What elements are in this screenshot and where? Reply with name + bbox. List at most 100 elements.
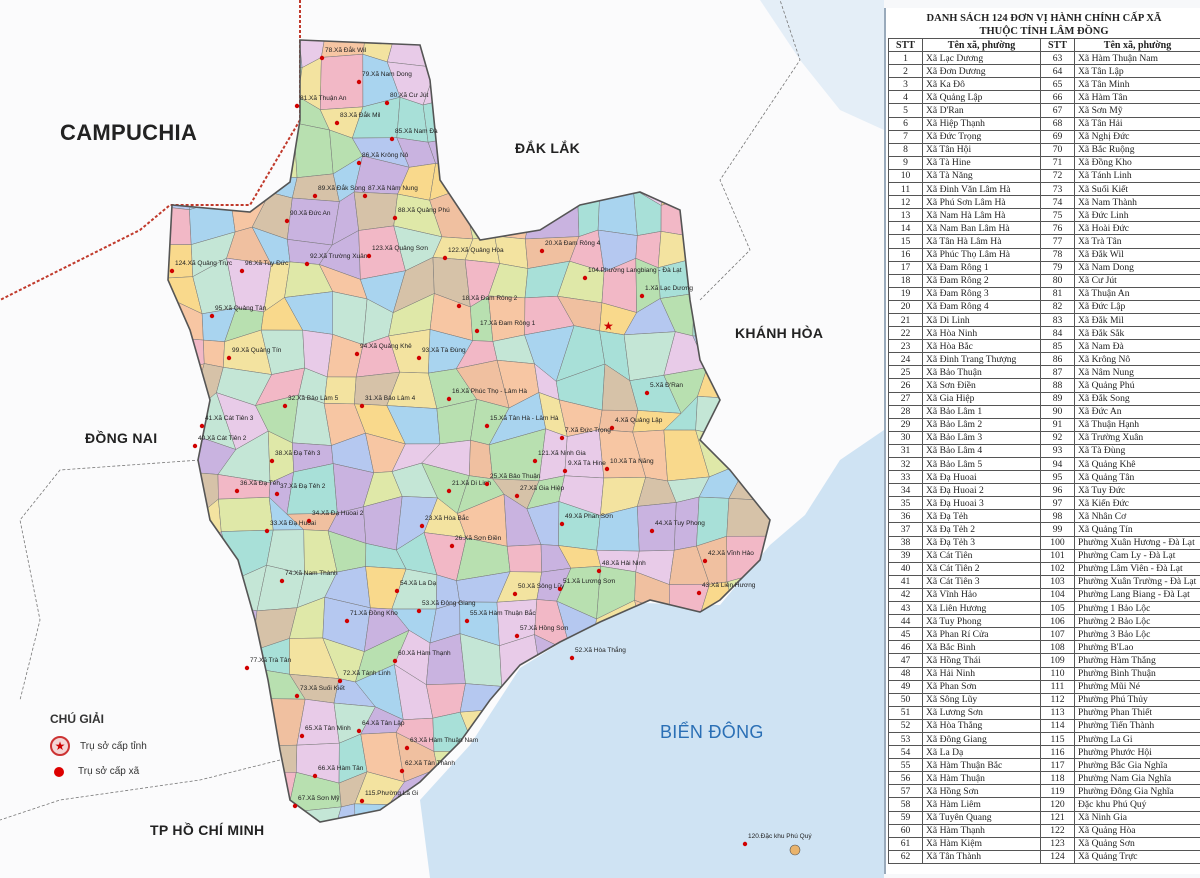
row-number: 101 [1040,548,1075,563]
commune-name: Xã Đam Rông 4 [922,299,1041,314]
commune-label: 87.Xã Nâm Nung [368,185,418,192]
commune-name: Xã Phúc Thọ Lâm Hà [922,247,1041,262]
commune-name: Xã La Dạ [922,745,1041,760]
commune-name: Xã Đam Rông 1 [922,260,1041,275]
row-number: 17 [888,260,923,275]
commune-name: Xã Bảo Thuận [922,365,1041,380]
commune-hq-dot [312,193,318,199]
commune-name: Xã Vĩnh Hảo [922,587,1041,603]
commune-label: 115.Phường La Gi [365,790,418,797]
commune-name: Xã Nam Đà [1074,339,1200,354]
commune-name: Xã D'Ran [922,103,1041,118]
commune-name: Xã Hải Ninh [922,666,1041,681]
table-row: 36 Xã Đạ Tẻh 98 Xã Nhân Cơ [888,509,1200,524]
commune-label: 1.Xã Lạc Dương [645,285,693,292]
row-number: 3 [888,77,923,92]
row-number: 21 [888,312,923,328]
row-number: 64 [1040,64,1075,79]
commune-label: 55.Xã Hàm Thuận Bắc [470,608,536,617]
commune-hq-dot [484,481,490,487]
commune-name: Xã Phan Sơn [922,679,1041,694]
commune-name: Phường Hàm Thắng [1074,653,1200,668]
row-number: 16 [888,247,923,262]
commune-hq-dot [394,588,400,594]
commune-label: 73.Xã Suối Kiết [300,683,345,692]
commune-label: 88.Xã Quảng Phú [398,207,450,214]
row-number: 100 [1040,535,1075,550]
commune-hq-dot [442,255,448,261]
table-row: 57 Xã Hồng Sơn 119 Phường Đông Gia Nghĩa [888,784,1200,799]
commune-hq-dot [604,466,610,472]
commune-name: Xã Đồng Kho [1074,155,1200,170]
commune-name: Xã Tân Hội [922,142,1041,157]
commune-name: Xã Quảng Khê [1074,456,1200,472]
commune-name: Xã Hòa Bắc [922,339,1041,354]
commune-label: 17.Xã Đam Rông 1 [480,320,536,327]
region-label-bien-dong: BIỂN ĐÔNG [660,722,764,742]
commune-name: Xã Nghị Đức [1074,129,1200,144]
commune-name: Xã Krông Nô [1074,352,1200,367]
commune-name: Xã Đạ Huoai [922,470,1041,485]
table-row: 11 Xã Đinh Văn Lâm Hà 73 Xã Suối Kiết [888,182,1200,197]
commune-name: Xã Quảng Lập [922,90,1041,105]
commune-name: Xã Tánh Linh [1074,168,1200,184]
province-borders-neighbors [0,0,801,821]
row-number: 99 [1040,522,1075,537]
commune-name: Phường Phú Thủy [1074,692,1200,707]
commune-label: 23.Xã Hòa Bắc [425,513,469,522]
table-row: 41 Xã Cát Tiên 3 103 Phường Xuân Trường - Đ… [888,574,1200,589]
commune-hq-dot [356,728,362,734]
row-number: 65 [1040,77,1075,92]
row-number: 36 [888,509,923,524]
table-row: 10 Xã Tà Năng 72 Xã Tánh Linh [888,168,1200,184]
row-number: 59 [888,810,923,825]
commune-name: Xã Ninh Gia [1074,810,1200,825]
commune-label: 42.Xã Vĩnh Hảo [708,550,754,557]
row-number: 54 [888,745,923,760]
commune-labels: 78.Xã Đắk Wil 79.Xã Nam Dong 80.Xã Cư Jút 8… [169,45,812,847]
row-number: 94 [1040,456,1075,472]
row-number: 62 [888,849,923,864]
row-number: 85 [1040,339,1075,354]
commune-label: 94.Xã Quảng Khê [360,343,412,350]
legend-provincial-hq: Trụ sở cấp tỉnh [80,740,147,752]
row-number: 41 [888,574,923,589]
row-number: 18 [888,273,923,288]
commune-area [488,295,526,342]
commune-label: 52.Xã Hòa Thắng [575,645,626,654]
commune-name: Xã Liên Hương [922,601,1041,616]
commune-name: Phường Phước Hội [1074,745,1200,760]
commune-label: 71.Xã Đồng Kho [350,608,398,617]
commune-label: 20.Xã Đam Rông 4 [545,240,601,247]
commune-label: 93.Xã Tà Đùng [422,347,466,354]
commune-name: Phường Phan Thiết [1074,705,1200,720]
row-number: 78 [1040,247,1075,262]
commune-name: Xã Hồng Thái [922,653,1041,668]
header-stt-2: STT [1040,37,1075,53]
commune-name: Xã Nâm Nung [1074,365,1200,380]
row-number: 9 [888,155,923,170]
commune-hq-dot [449,543,455,549]
row-number: 55 [888,758,923,773]
commune-name: Phường 1 Bảo Lộc [1074,601,1200,616]
commune-name: Xã Cát Tiên [922,548,1041,563]
commune-name: Phường 2 Bảo Lộc [1074,614,1200,629]
commune-name: Xã Tuyên Quang [922,810,1041,825]
table-title-line2: THUỘC TỈNH LÂM ĐỒNG [979,26,1109,37]
commune-hq-dot [539,248,545,254]
row-number: 73 [1040,182,1075,197]
table-row: 34 Xã Đạ Huoai 2 96 Xã Tuy Đức [888,483,1200,498]
commune-name: Xã Tuy Phong [922,614,1041,629]
commune-label: 16.Xã Phúc Thọ - Lâm Hà [452,388,527,395]
commune-name: Xã Đắk Sắk [1074,326,1200,341]
row-number: 115 [1040,731,1075,747]
table-row: 24 Xã Đinh Trang Thượng 86 Xã Krông Nô [888,352,1200,367]
row-number: 35 [888,496,923,511]
row-number: 63 [1040,51,1075,66]
table-row: 42 Xã Vĩnh Hảo 104 Phường Lang Biang - Đà L… [888,587,1200,603]
table-row: 3 Xã Ka Đô 65 Xã Tân Minh [888,77,1200,92]
row-number: 44 [888,614,923,629]
commune-label: 51.Xã Lương Sơn [563,578,616,585]
commune-hq-dot [404,745,410,751]
commune-name: Xã Sơn Điền [922,378,1041,393]
